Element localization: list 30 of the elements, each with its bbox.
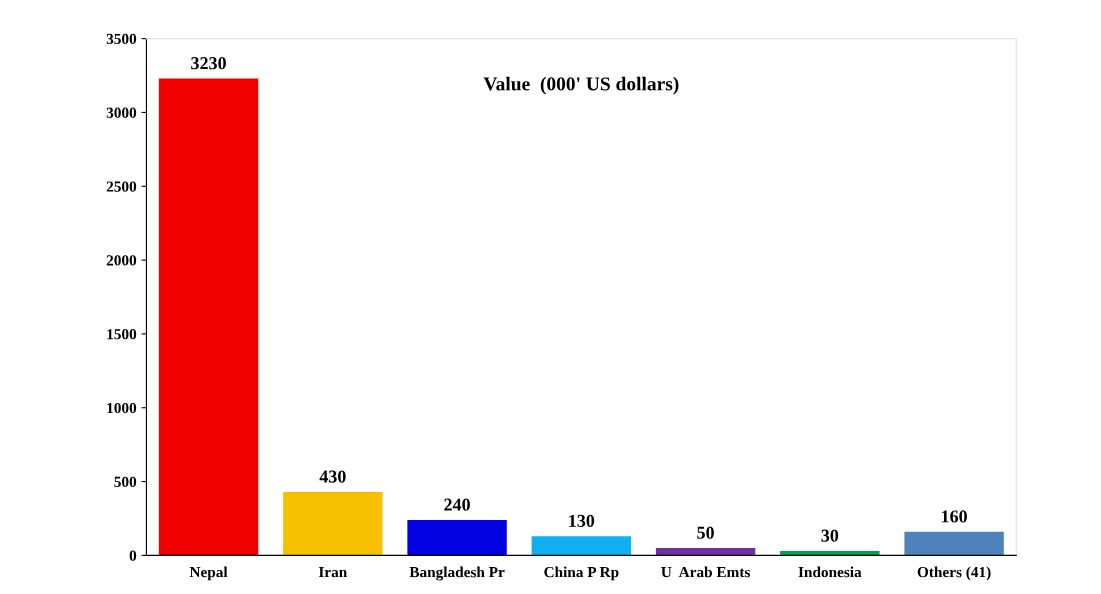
text: Value (000' US dollars) (483, 76, 679, 95)
x-tick-label: Others (41) (917, 566, 991, 581)
x-tick-label: Indonesia (798, 566, 862, 578)
bar (158, 78, 259, 556)
bar (283, 491, 383, 556)
data-label: 30 (821, 529, 839, 542)
data-label: 430 (319, 470, 346, 483)
x-tick-label: Iran (318, 567, 348, 578)
bar (407, 519, 507, 556)
data-label: 3230 (191, 57, 226, 70)
y-tick-label: 1500 (107, 329, 137, 340)
y-tick-label: 3500 (106, 33, 137, 45)
x-tick-label: Nepal (189, 566, 228, 581)
y-tick-label: 0 (129, 550, 137, 561)
x-tick-label: Bangladesh Pr (409, 566, 505, 581)
x-tick-label: China P Rp (544, 566, 619, 581)
data-label: 130 (569, 514, 595, 527)
data-label: 160 (942, 510, 967, 523)
bar (904, 531, 1004, 556)
bar (531, 536, 632, 556)
y-tick-label: 1000 (107, 402, 137, 414)
y-tick-label: 2000 (106, 255, 137, 266)
data-label: 240 (444, 498, 470, 511)
data-label: 50 (697, 526, 714, 539)
y-tick-label: 3000 (106, 107, 137, 118)
bar (780, 550, 880, 556)
y-tick-label: 500 (114, 476, 137, 488)
bar (655, 548, 756, 556)
x-tick-label: U Arab Emts (661, 566, 750, 578)
y-tick-label: 2500 (106, 181, 137, 192)
